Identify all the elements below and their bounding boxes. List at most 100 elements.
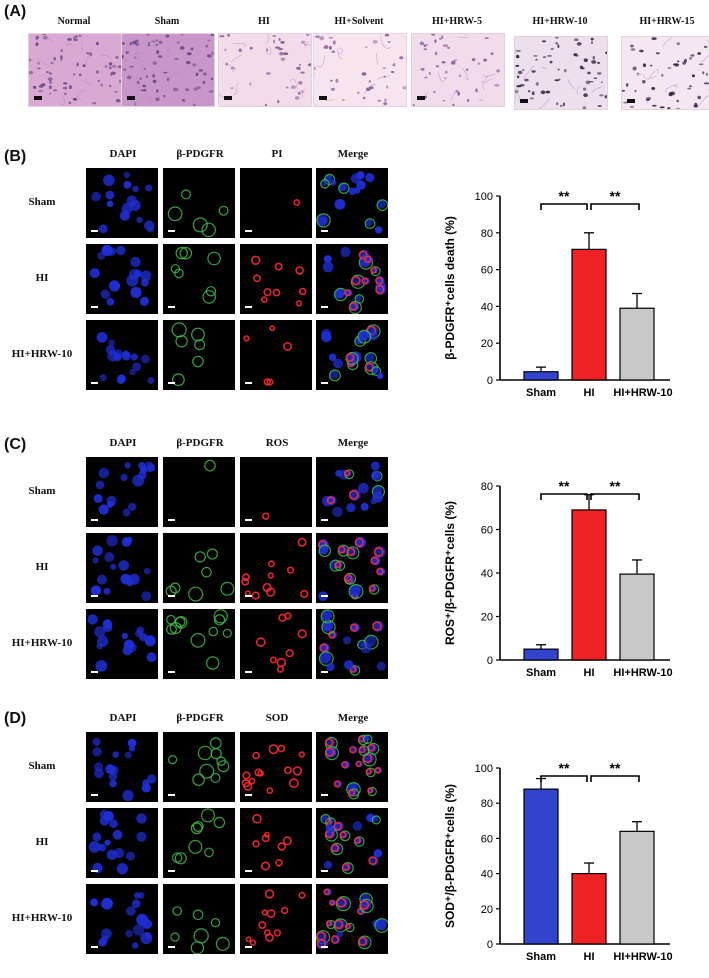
x-tick-label: HI+HRW-10 [613, 951, 672, 963]
channel-column-label: DAPI [109, 148, 137, 160]
significance-bracket [540, 775, 588, 782]
scale-bar [321, 870, 328, 872]
histology-group-label: Sham [154, 16, 180, 27]
fluorescence-image-dapi [86, 808, 158, 878]
scale-bar [168, 306, 175, 308]
channel-column-label: Merge [337, 437, 369, 449]
y-tick-label: 0 [487, 939, 493, 951]
fluorescence-image-red [240, 244, 312, 314]
he-stain-image [514, 36, 608, 110]
bar-sham [523, 648, 559, 661]
y-tick-label: 100 [475, 191, 493, 203]
group-row-label: Sham [28, 485, 56, 497]
fluorescence-image-red [240, 168, 312, 238]
histology-group-label: HI+HRW-15 [639, 16, 695, 27]
fluorescence-image-green [163, 320, 235, 390]
fluorescence-image-merge [316, 533, 388, 603]
fluorescence-image-dapi [86, 609, 158, 679]
fluorescence-image-red [240, 457, 312, 527]
fluorescence-image-dapi [86, 457, 158, 527]
scale-bar [245, 382, 252, 384]
scale-bar [127, 96, 135, 100]
fluorescence-image-green [163, 808, 235, 878]
histology-group-label: HI [258, 16, 270, 27]
scale-bar [91, 382, 98, 384]
scale-bar [168, 870, 175, 872]
x-tick-label: Sham [526, 667, 556, 679]
fluorescence-image-green [163, 533, 235, 603]
bar-hi-hrw-10 [619, 830, 655, 945]
significance-stars: ** [610, 478, 621, 494]
fluorescence-image-merge [316, 732, 388, 802]
he-stain-image [621, 36, 709, 110]
group-row-label: Sham [28, 196, 56, 208]
panel-a-label: (A) [4, 3, 27, 20]
scale-bar [168, 519, 175, 521]
fluorescence-image-merge [316, 808, 388, 878]
y-axis-title: SOD⁺/β-PDGFR⁺cells (%) [443, 784, 457, 928]
y-tick-label: 80 [481, 798, 493, 810]
scale-bar [245, 306, 252, 308]
fluorescence-image-dapi [86, 320, 158, 390]
scale-bar [91, 870, 98, 872]
y-tick-label: 60 [481, 833, 493, 845]
fluorescence-image-merge [316, 609, 388, 679]
bar-sham [523, 788, 559, 945]
scale-bar [245, 946, 252, 948]
he-stain-image [411, 33, 505, 107]
y-tick-label: 80 [481, 228, 493, 240]
histology-group-label: HI+Solvent [334, 16, 384, 27]
fluorescence-image-dapi [86, 732, 158, 802]
y-tick-label: 40 [481, 869, 493, 881]
y-tick-label: 20 [481, 612, 493, 624]
significance-bracket [540, 493, 588, 500]
scale-bar [168, 230, 175, 232]
scale-bar [168, 595, 175, 597]
fluorescence-image-dapi [86, 168, 158, 238]
channel-column-label: ROS [265, 437, 289, 449]
scale-bar [91, 306, 98, 308]
y-tick-label: 20 [481, 338, 493, 350]
scale-bar [245, 230, 252, 232]
scale-bar [224, 96, 232, 100]
channel-column-label: Merge [337, 712, 369, 724]
fluorescence-image-merge [316, 320, 388, 390]
fluorescence-image-red [240, 808, 312, 878]
y-tick-label: 0 [487, 375, 493, 387]
scale-bar [627, 99, 635, 103]
significance-bracket [590, 203, 640, 210]
bar-hi [571, 872, 607, 945]
fluorescence-image-red [240, 320, 312, 390]
channel-column-label: β-PDGFR [176, 712, 224, 724]
fluorescence-image-red [240, 533, 312, 603]
fluorescence-image-merge [316, 884, 388, 954]
he-stain-image [218, 33, 312, 107]
group-row-label: HI+HRW-10 [11, 348, 73, 360]
fluorescence-image-green [163, 457, 235, 527]
x-tick-label: HI [584, 667, 595, 679]
fluorescence-image-green [163, 884, 235, 954]
y-tick-label: 60 [481, 265, 493, 277]
fluorescence-image-green [163, 732, 235, 802]
bar-hi [571, 248, 607, 381]
scale-bar [168, 671, 175, 673]
fluorescence-image-merge [316, 168, 388, 238]
bar-hi [571, 509, 607, 661]
group-row-label: HI+HRW-10 [11, 637, 73, 649]
group-row-label: Sham [28, 760, 56, 772]
histology-group-label: HI+HRW-5 [432, 16, 482, 27]
significance-bracket [540, 203, 588, 210]
scale-bar [34, 96, 42, 100]
panel-c-bar-chart: ROS⁺/β-PDGFR⁺cells (%) 0 20 40 60 80 Sham HI HI+… [443, 478, 673, 679]
scale-bar [321, 306, 328, 308]
scale-bar [319, 96, 327, 100]
scale-bar [417, 96, 425, 100]
scale-bar [245, 794, 252, 796]
channel-column-label: DAPI [109, 712, 137, 724]
panel-b-label: (B) [4, 148, 27, 165]
panel-d-label: (D) [4, 710, 27, 727]
group-row-label: HI [35, 836, 49, 848]
y-tick-label: 100 [475, 763, 493, 775]
fluorescence-image-merge [316, 244, 388, 314]
scale-bar [91, 794, 98, 796]
